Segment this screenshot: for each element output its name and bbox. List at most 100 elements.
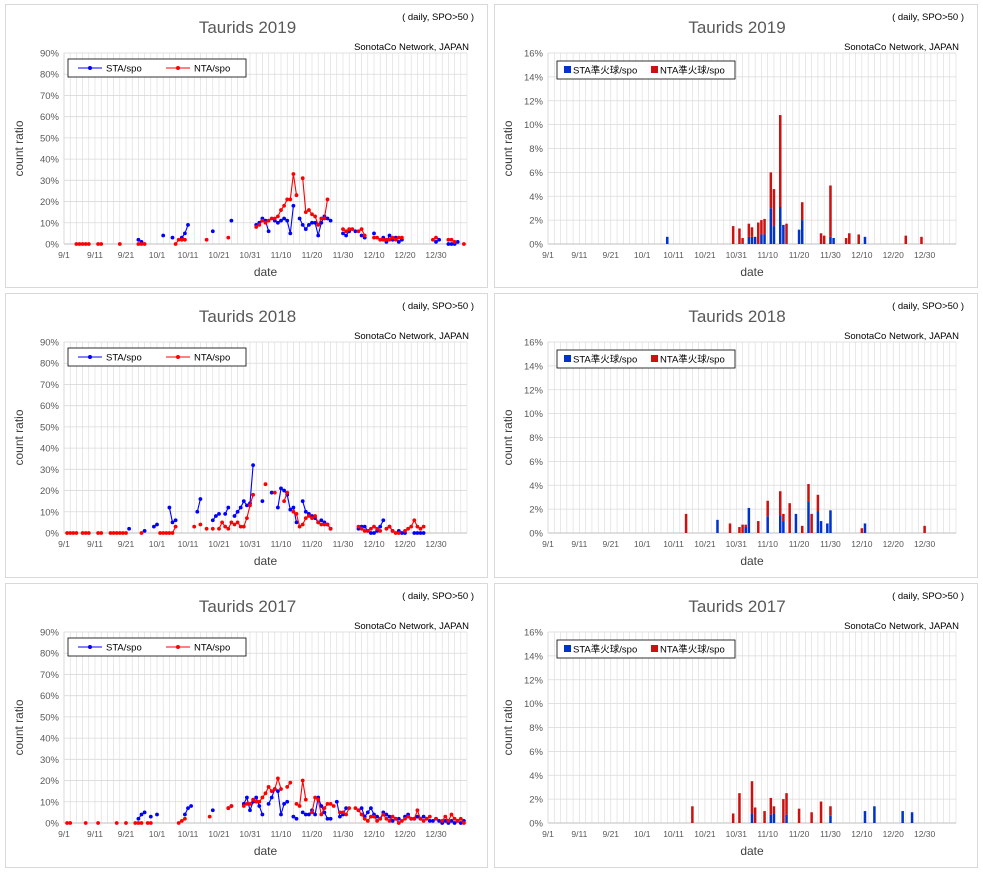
data-point [266,218,271,223]
y-tick-label: 10% [524,409,544,420]
data-point [136,242,141,246]
bar-nta [816,494,820,512]
data-point [319,522,324,527]
data-point [462,242,466,246]
bar-nta [753,807,757,823]
data-point [434,816,438,821]
x-tick-label: 12/20 [394,539,416,549]
data-point [235,520,240,525]
data-point [74,531,79,535]
data-point [387,524,392,529]
data-point [359,806,364,811]
data-point [307,812,311,817]
data-point [145,821,150,825]
legend-swatch [564,645,571,652]
bar-nta [819,801,823,823]
bar-sta [782,521,785,533]
y-tick-label: 80% [40,359,60,370]
data-point [344,806,348,811]
data-point [387,814,392,819]
y-tick-label: 12% [524,675,544,686]
bar-sta [863,236,867,244]
x-axis-label: date [254,265,278,279]
data-point [68,531,73,535]
data-point [449,818,454,823]
data-point [248,802,252,806]
data-point [232,522,237,527]
bar-nta [844,238,848,244]
data-point [384,812,389,817]
data-point [387,233,392,238]
data-point [68,821,73,825]
data-point [375,814,379,819]
y-axis-label: count ratio [12,409,26,465]
x-tick-label: 9/1 [542,250,554,260]
data-point [396,239,401,244]
data-point [186,223,190,227]
data-point [303,509,308,514]
chart-title: Taurids 2018 [688,307,785,326]
data-point [114,821,119,825]
data-point [161,233,166,238]
data-point [384,816,389,821]
y-tick-label: 16% [524,628,544,639]
y-tick-label: 4% [529,192,543,203]
data-point [390,818,395,823]
bar-nta [860,528,864,533]
series-staspo [127,463,426,535]
y-tick-label: 6% [529,457,543,468]
data-point [266,785,271,789]
data-point [452,821,457,825]
bar-sta [807,501,810,533]
bar-sta [744,527,747,533]
data-point [455,239,460,244]
bar-nta [757,521,760,533]
data-point [446,242,451,246]
x-tick-label: 10/31 [726,829,748,839]
data-point [65,821,69,825]
data-point [217,512,221,516]
data-point [328,802,333,806]
bar-sta [819,521,823,533]
y-tick-label: 90% [40,49,60,60]
panel-line-2019: Taurids 2019 ( daily, SPO>50 ) SonotaCo Ne… [5,4,488,288]
data-point [124,821,128,825]
x-tick-label: 11/30 [333,829,354,839]
data-point [272,216,277,221]
x-tick-label: 12/30 [425,829,447,839]
data-point [272,490,277,495]
bar-nta [797,808,801,823]
data-point [155,812,159,817]
bar-sta [829,815,832,823]
data-point [226,505,231,510]
data-point [170,235,175,240]
data-point [341,231,345,236]
x-tick-label: 11/20 [789,539,810,549]
data-point [136,237,141,242]
data-point [344,812,348,817]
data-point [307,223,311,227]
data-point [176,237,181,242]
legend-box [556,349,736,369]
x-tick-label: 10/21 [208,829,230,839]
data-point [359,812,364,817]
data-point [409,816,414,821]
data-point [415,808,420,813]
x-tick-label: 9/1 [58,539,70,549]
chart-title: Taurids 2017 [688,597,785,616]
y-tick-label: 10% [40,797,60,808]
data-point [232,514,237,518]
data-point [257,804,262,808]
data-point [192,524,197,529]
panel-bar-2019: Taurids 2019 ( daily, SPO>50 ) SonotaCo Ne… [494,4,978,288]
data-point [449,812,454,817]
data-point [263,220,268,225]
data-point [96,531,100,535]
x-tick-label: 10/11 [178,829,199,839]
y-tick-label: 10% [40,507,60,518]
x-tick-label: 11/10 [757,829,778,839]
legend-label: STA/spo [106,64,142,75]
series-ntaspo [65,482,426,535]
data-point [167,505,172,510]
y-tick-label: 60% [40,691,60,702]
